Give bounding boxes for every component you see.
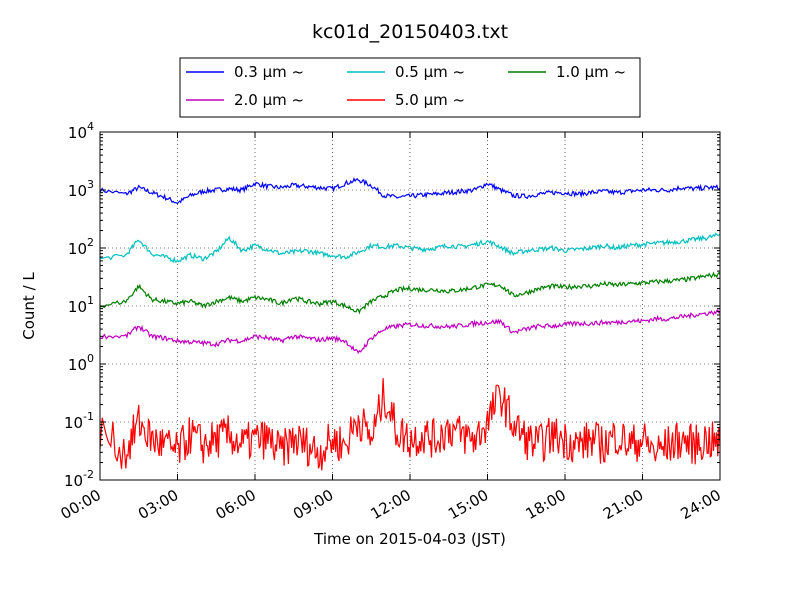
legend-box xyxy=(179,57,641,118)
y-tick-label: 100 xyxy=(68,352,94,374)
y-axis-label: Count / L xyxy=(20,272,38,340)
x-tick-label: 03:00 xyxy=(135,486,181,523)
y-tick-label: 10-2 xyxy=(64,468,94,490)
y-tick-label: 104 xyxy=(68,120,94,142)
legend-label: 0.5 μm ~ xyxy=(395,63,465,81)
legend-label: 0.3 μm ~ xyxy=(234,63,304,81)
series-line-4 xyxy=(99,309,721,354)
chart-title: kc01d_20150403.txt xyxy=(312,21,508,43)
x-tick-label: 06:00 xyxy=(213,486,259,523)
series-line-3 xyxy=(99,271,721,315)
x-tick-label: 21:00 xyxy=(600,486,646,523)
series-line-2 xyxy=(99,232,721,264)
x-tick-label: 12:00 xyxy=(368,486,414,523)
x-tick-label: 00:00 xyxy=(58,486,104,523)
series-line-5 xyxy=(99,378,721,471)
legend: 0.3 μm ~ 0.5 μm ~ 1.0 μm ~ 2.0 μm ~ 5.0 μm ~ xyxy=(179,57,641,118)
legend-label: 2.0 μm ~ xyxy=(234,91,304,109)
legend-label: 5.0 μm ~ xyxy=(395,91,465,109)
x-tick-label: 24:00 xyxy=(678,486,724,523)
axis-ticks: 10-2 10-1 100 101 102 103 104 00:00 03:00 06:00 09… xyxy=(58,120,724,523)
y-tick-label: 101 xyxy=(68,294,94,316)
series-line-1 xyxy=(99,177,721,205)
y-tick-label: 102 xyxy=(68,236,94,258)
legend-label: 1.0 μm ~ xyxy=(556,63,626,81)
x-tick-label: 15:00 xyxy=(445,486,491,523)
x-tick-label: 18:00 xyxy=(523,486,569,523)
y-tick-label: 10-1 xyxy=(64,410,94,432)
series-lines xyxy=(99,177,721,471)
x-tick-label: 09:00 xyxy=(290,486,336,523)
y-tick-label: 103 xyxy=(68,178,94,200)
x-axis-label: Time on 2015-04-03 (JST) xyxy=(313,530,506,548)
